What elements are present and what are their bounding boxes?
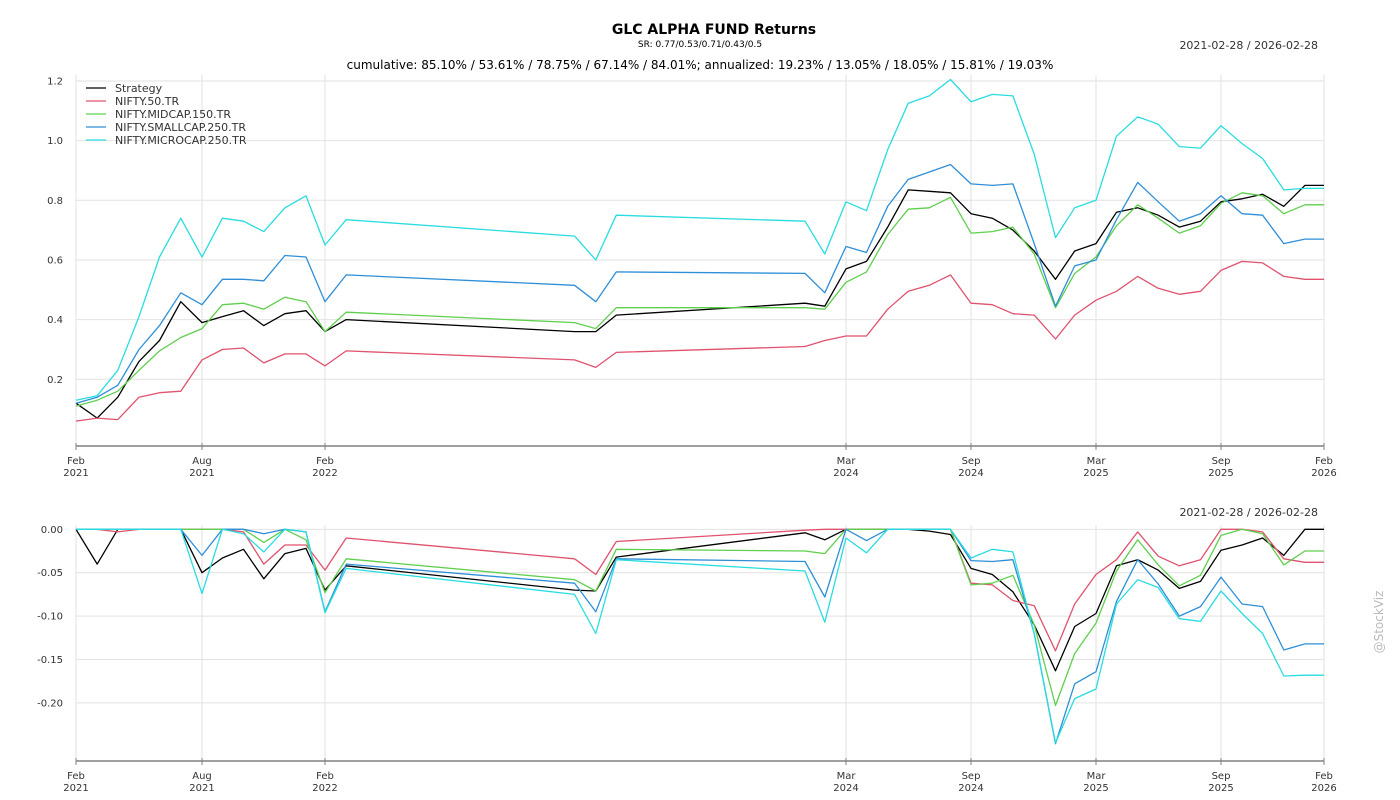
top-xtick-month-3: Mar bbox=[837, 456, 857, 467]
bottom-xtick-month-0: Feb bbox=[67, 771, 85, 782]
drawdown-panel: -0.20-0.15-0.10-0.050.00Feb2021Aug2021Fe… bbox=[37, 525, 1337, 794]
bottom-xtick-year-3: 2024 bbox=[833, 783, 858, 794]
top-xtick-year-0: 2021 bbox=[63, 468, 88, 479]
watermark: @StockViz bbox=[1372, 591, 1386, 654]
top-xtick-month-2: Feb bbox=[316, 456, 334, 467]
top-series-nifty-50-tr-line bbox=[75, 260, 1324, 422]
bottom-xtick-year-4: 2024 bbox=[958, 783, 983, 794]
legend-label-1: NIFTY.50.TR bbox=[115, 95, 180, 108]
chart-subtitle: cumulative: 85.10% / 53.61% / 78.75% / 6… bbox=[347, 58, 1054, 72]
chart-title: GLC ALPHA FUND Returns bbox=[612, 22, 816, 38]
bottom-ytick-label-4: 0.00 bbox=[41, 525, 63, 536]
top-ytick-label-3: 0.8 bbox=[47, 196, 63, 207]
bottom-ytick-label-0: -0.20 bbox=[37, 698, 63, 709]
top-ytick-label-0: 0.2 bbox=[47, 375, 63, 386]
top-xtick-month-1: Aug bbox=[192, 456, 212, 467]
top-xtick-year-2: 2022 bbox=[312, 468, 337, 479]
bottom-ytick-label-3: -0.05 bbox=[37, 568, 63, 579]
bottom-xtick-month-1: Aug bbox=[192, 771, 212, 782]
sharpe-ratios: SR: 0.77/0.53/0.71/0.43/0.5 bbox=[638, 40, 762, 50]
top-series-nifty-microcap-250-tr-line bbox=[75, 78, 1324, 401]
top-xtick-year-3: 2024 bbox=[833, 468, 858, 479]
top-xtick-year-1: 2021 bbox=[189, 468, 214, 479]
bottom-ytick-label-1: -0.15 bbox=[37, 655, 63, 666]
top-xtick-month-6: Sep bbox=[1212, 456, 1231, 467]
bottom-xtick-year-2: 2022 bbox=[312, 783, 337, 794]
bottom-xtick-year-0: 2021 bbox=[63, 783, 88, 794]
bottom-xtick-year-7: 2026 bbox=[1311, 783, 1336, 794]
top-xtick-year-6: 2025 bbox=[1208, 468, 1233, 479]
legend: StrategyNIFTY.50.TRNIFTY.MIDCAP.150.TRNI… bbox=[86, 82, 247, 147]
top-series-strategy-line bbox=[75, 184, 1324, 419]
bottom-xtick-month-2: Feb bbox=[316, 771, 334, 782]
legend-label-0: Strategy bbox=[115, 82, 163, 95]
bottom-xtick-month-7: Feb bbox=[1315, 771, 1333, 782]
bottom-xtick-month-5: Mar bbox=[1087, 771, 1107, 782]
top-xtick-year-7: 2026 bbox=[1311, 468, 1336, 479]
top-xtick-month-5: Mar bbox=[1087, 456, 1107, 467]
bottom-series-nifty-50-tr-line bbox=[76, 528, 1324, 652]
bottom-xtick-month-4: Sep bbox=[962, 771, 981, 782]
bottom-xtick-month-6: Sep bbox=[1212, 771, 1231, 782]
top-xtick-month-0: Feb bbox=[67, 456, 85, 467]
bottom-series-nifty-microcap-250-tr-line bbox=[76, 528, 1324, 744]
bottom-xtick-year-5: 2025 bbox=[1083, 783, 1108, 794]
bottom-series-nifty-midcap-150-tr-line bbox=[76, 528, 1324, 707]
cumulative-returns-panel: 0.20.40.60.81.01.2Feb2021Aug2021Feb2022M… bbox=[47, 75, 1337, 479]
legend-label-4: NIFTY.MICROCAP.250.TR bbox=[115, 134, 247, 147]
bottom-xtick-year-1: 2021 bbox=[189, 783, 214, 794]
legend-label-2: NIFTY.MIDCAP.150.TR bbox=[115, 108, 231, 121]
bottom-xtick-month-3: Mar bbox=[837, 771, 857, 782]
date-range-top: 2021-02-28 / 2026-02-28 bbox=[1179, 39, 1318, 52]
top-xtick-year-5: 2025 bbox=[1083, 468, 1108, 479]
top-series-nifty-smallcap-250-tr-line bbox=[75, 163, 1324, 404]
top-series-nifty-midcap-150-tr-line bbox=[75, 192, 1324, 407]
top-ytick-label-1: 0.4 bbox=[47, 315, 63, 326]
bottom-series-nifty-smallcap-250-tr-line bbox=[76, 528, 1324, 745]
top-xtick-year-4: 2024 bbox=[958, 468, 983, 479]
legend-label-3: NIFTY.SMALLCAP.250.TR bbox=[115, 121, 246, 134]
top-xtick-month-7: Feb bbox=[1315, 456, 1333, 467]
top-ytick-label-5: 1.2 bbox=[47, 76, 63, 87]
bottom-xtick-year-6: 2025 bbox=[1208, 783, 1233, 794]
top-xtick-month-4: Sep bbox=[962, 456, 981, 467]
bottom-ytick-label-2: -0.10 bbox=[37, 612, 63, 623]
date-range-bottom: 2021-02-28 / 2026-02-28 bbox=[1179, 506, 1318, 519]
top-ytick-label-4: 1.0 bbox=[47, 136, 63, 147]
top-ytick-label-2: 0.6 bbox=[47, 255, 63, 266]
